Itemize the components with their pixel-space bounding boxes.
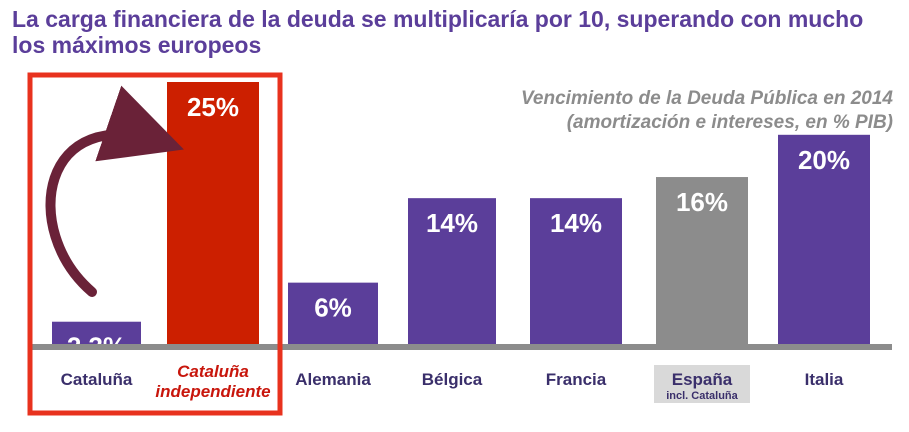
chart-title: Vencimiento de la Deuda Pública en 2014 [521, 88, 893, 109]
category-label-espana: España [672, 370, 733, 389]
chart-headline: La carga financiera de la deuda se multi… [12, 6, 864, 58]
bars-layer: 2,3%25%6%14% 14%16%20% [52, 82, 870, 362]
value-label-espana: 16% [676, 187, 728, 217]
category-label-italia: Italia [805, 370, 844, 389]
baseline [30, 344, 892, 350]
category-label-belgica: Bélgica [422, 370, 483, 389]
chart-subtitle: (amortización e intereses, en % PIB) [567, 112, 893, 133]
bar-espana [656, 177, 748, 346]
value-label-belgica: 14% [426, 208, 478, 238]
value-label-francia: 14% [550, 208, 602, 238]
category-label-cataluna-independiente: Cataluña [177, 362, 249, 381]
bar-francia [530, 198, 622, 346]
value-label-italia: 20% [798, 145, 850, 175]
category-label-francia: Francia [546, 370, 607, 389]
highlight-box [27, 72, 283, 416]
bar-belgica [408, 198, 496, 346]
category-label-bg-espana [654, 365, 750, 403]
bar-cataluna [52, 321, 141, 346]
bar-alemania [288, 282, 378, 346]
category-label-cataluna: Cataluña [61, 370, 133, 389]
category-label-cataluna-independiente: independiente [155, 382, 270, 401]
value-label-alemania: 6% [314, 293, 352, 323]
value-label-cataluna-independiente: 25% [187, 92, 239, 122]
category-label-alemania: Alemania [295, 370, 371, 389]
category-sublabel-espana: incl. Cataluña [666, 390, 738, 402]
multiplier-arrow [45, 85, 184, 297]
bar-italia [778, 134, 870, 346]
